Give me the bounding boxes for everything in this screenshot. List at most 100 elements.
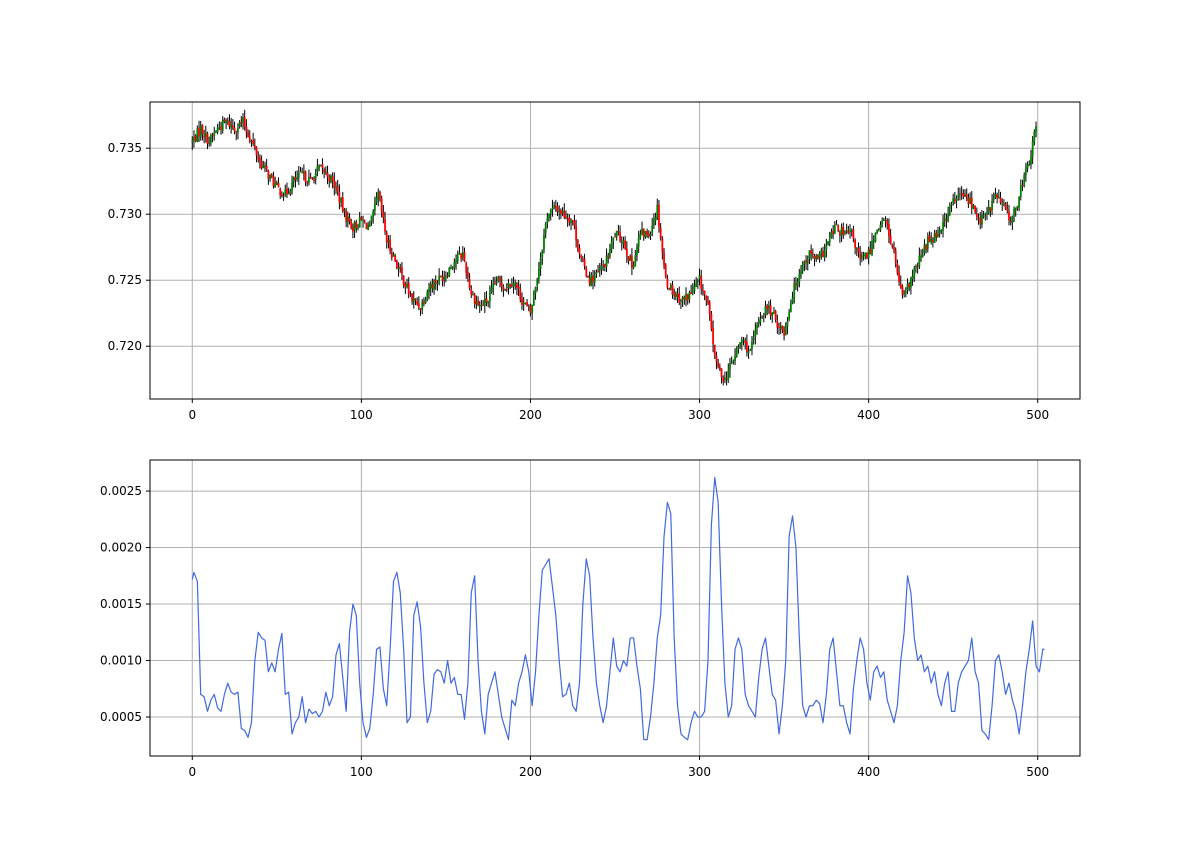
candle-body [930,238,933,243]
candle-body [353,222,356,231]
candle-body [466,272,469,278]
candle-body [324,171,327,174]
candle-body [801,263,804,271]
candle-body [296,177,299,180]
candle-body [886,219,889,225]
candle-body [373,202,376,211]
candle-body [1011,216,1014,224]
candle-body [952,198,955,204]
candle-body [565,216,567,219]
price-x-tick-label: 100 [350,408,373,422]
candle-body [759,319,762,323]
candle-body [950,204,953,206]
candle-body [747,351,750,354]
candle-body [1006,208,1009,211]
candle-body [970,197,973,208]
candle-body [475,301,478,305]
candle-body [362,220,364,222]
candle-body [969,197,971,204]
candle-body [443,276,446,281]
price-candles [191,109,1037,386]
candle-body [575,225,578,241]
candle-body [757,321,760,324]
price-x-tick-label: 300 [688,408,711,422]
indicator-y-tick-label: 0.0025 [100,484,142,498]
candle-body [1001,203,1004,205]
candle-body [838,232,841,236]
candle-body [820,250,823,254]
candle-body [926,236,929,249]
candle-body [683,297,686,299]
candle-body [762,316,765,318]
indicator-x-tick-label: 500 [1026,765,1049,779]
candle-body [549,209,552,215]
candle-body [458,252,461,255]
candle-body [379,191,381,200]
candle-body [370,215,373,223]
candle-body [705,295,708,300]
candle-body [997,196,1000,198]
candle-body [259,157,261,161]
indicator-x-tick-label: 0 [188,765,196,779]
candle-body [876,230,878,233]
candle-body [412,298,415,303]
candle-body [494,282,496,284]
candle-body [499,276,501,282]
indicator-chart-panel: 0 100 200 300 400 500 0.0005 0.0010 0.0015 0.002… [100,459,1081,779]
candle-body [960,193,963,195]
candle-body [751,341,753,350]
candle-body [718,366,721,370]
candle-body [631,255,633,268]
candle-body [335,186,337,188]
candle-body [514,282,517,284]
candle-body [625,248,628,256]
candle-body [301,172,304,174]
candle-body [767,305,770,308]
candle-body [835,223,838,225]
candle-body [673,294,676,296]
candle-body [872,240,875,242]
candle-body [664,264,667,278]
candle-body [206,132,209,144]
candle-body [548,213,550,219]
candle-body [316,166,319,172]
candle-body [492,283,495,289]
candle-body [314,172,317,180]
candle-body [397,267,400,269]
candle-body [911,276,914,280]
candle-body [433,280,435,290]
candle-body [847,230,850,234]
candle-body [225,120,227,124]
candle-body [793,283,796,299]
candle-body [247,132,249,138]
candle-body [795,283,797,286]
candle-body [328,177,331,182]
candle-body [674,293,677,297]
candle-body [617,231,620,233]
candle-body [512,282,515,287]
candle-body [937,233,939,237]
candle-body [367,225,370,230]
candle-body [658,204,660,227]
indicator-x-tick-label: 100 [350,765,373,779]
candle-body [519,289,522,300]
candle-body [470,288,473,295]
candle-body [294,177,297,180]
candle-body [204,132,207,137]
indicator-grid [150,460,1080,756]
price-y-ticks: 0.720 0.725 0.730 0.735 [108,141,150,353]
candle-body [536,279,539,286]
candle-body [920,255,922,257]
indicator-x-ticks: 0 100 200 300 400 500 [188,756,1049,779]
candle-body [282,196,285,198]
indicator-y-tick-label: 0.0010 [100,654,142,668]
candle-body [916,265,919,267]
candle-body [850,229,853,232]
candle-body [193,137,195,141]
price-axes-frame [149,101,1081,400]
candle-body [510,285,513,287]
candle-body [215,132,217,134]
candle-body [571,220,574,222]
candle-body [450,267,452,269]
candle-body [416,301,419,305]
